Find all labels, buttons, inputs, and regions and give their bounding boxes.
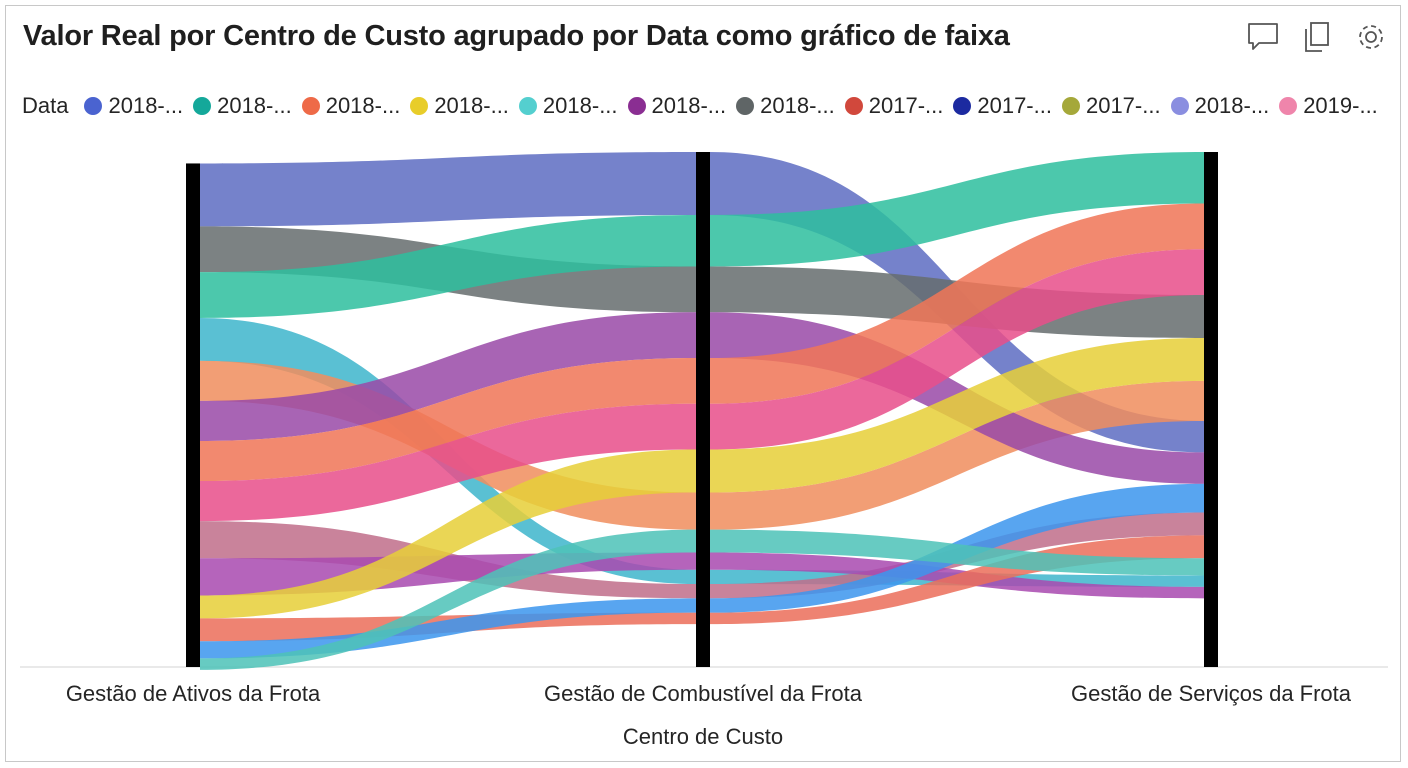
legend-label: 2018-... bbox=[651, 93, 727, 118]
ribbon-band[interactable] bbox=[200, 358, 696, 482]
ribbon-band[interactable] bbox=[710, 380, 1204, 530]
legend-swatch bbox=[410, 97, 429, 115]
category-column[interactable] bbox=[186, 163, 200, 667]
legend-item[interactable]: 2018-... bbox=[1170, 93, 1270, 119]
ribbon-band[interactable] bbox=[200, 598, 696, 659]
ribbon-band[interactable] bbox=[710, 337, 1204, 493]
legend-swatch bbox=[1061, 97, 1080, 115]
legend-label: 2017-... bbox=[1085, 93, 1161, 118]
ribbon-band[interactable] bbox=[710, 249, 1204, 450]
legend-item[interactable]: 2017-... bbox=[953, 93, 1052, 119]
ribbon-band[interactable] bbox=[200, 152, 696, 227]
legend-label: 2017-... bbox=[868, 93, 944, 118]
legend-label: 2018-... bbox=[434, 93, 509, 118]
legend-label: 2018-... bbox=[542, 93, 618, 118]
legend-swatch bbox=[84, 97, 103, 115]
legend-item[interactable]: 2018-... bbox=[518, 93, 618, 119]
category-column[interactable] bbox=[1204, 152, 1218, 667]
ribbon-band[interactable] bbox=[200, 529, 696, 670]
legend: Data 2018-... 2018-... 2018-... 2018-... 201… bbox=[22, 92, 1388, 120]
legend-label: 2018-... bbox=[760, 93, 835, 118]
legend-label: 2018-... bbox=[108, 93, 184, 118]
legend-item[interactable]: 2018-... bbox=[84, 93, 183, 119]
legend-swatch bbox=[953, 97, 972, 115]
legend-item[interactable]: 2018-... bbox=[627, 93, 727, 119]
visual-toolbar bbox=[1246, 20, 1388, 54]
legend-item[interactable]: 2019-... bbox=[1279, 93, 1378, 119]
legend-label: 2017-... bbox=[977, 93, 1052, 118]
x-tick-label: Gestão de Combustível da Frota bbox=[544, 681, 863, 706]
copy-icon[interactable] bbox=[1300, 20, 1334, 54]
ribbon-band[interactable] bbox=[200, 214, 696, 318]
legend-item[interactable]: 2018-... bbox=[736, 93, 835, 119]
ribbon-band[interactable] bbox=[200, 312, 696, 441]
legend-item[interactable]: 2018-... bbox=[301, 93, 401, 119]
x-tick-label: Gestão de Serviços da Frota bbox=[1071, 681, 1352, 706]
comment-icon[interactable] bbox=[1246, 20, 1280, 54]
x-axis-title: Centro de Custo bbox=[623, 724, 783, 749]
legend-swatch bbox=[1279, 97, 1298, 115]
chart-title: Valor Real por Centro de Custo agrupado … bbox=[23, 20, 1010, 52]
legend-swatch bbox=[518, 97, 537, 115]
legend-label: 2019-... bbox=[1303, 93, 1378, 118]
legend-item[interactable]: 2017-... bbox=[844, 93, 944, 119]
legend-item[interactable]: 2018-... bbox=[193, 93, 292, 119]
legend-title: Data bbox=[22, 93, 69, 118]
legend-swatch bbox=[627, 97, 646, 115]
category-column[interactable] bbox=[696, 152, 710, 667]
legend-swatch bbox=[844, 97, 863, 115]
gear-icon[interactable] bbox=[1354, 20, 1388, 54]
legend-swatch bbox=[1170, 97, 1189, 115]
legend-label: 2018-... bbox=[325, 93, 401, 118]
legend-item[interactable]: 2017-... bbox=[1061, 93, 1161, 119]
legend-swatch bbox=[736, 97, 755, 115]
ribbon-band[interactable] bbox=[200, 403, 696, 522]
ribbon-band[interactable] bbox=[200, 449, 696, 619]
legend-swatch bbox=[301, 97, 320, 115]
legend-label: 2018-... bbox=[217, 93, 292, 118]
legend-item[interactable]: 2018-... bbox=[410, 93, 509, 119]
legend-swatch bbox=[193, 97, 212, 115]
x-tick-label: Gestão de Ativos da Frota bbox=[66, 681, 321, 706]
ribbon-band[interactable] bbox=[710, 152, 1204, 267]
ribbon-band[interactable] bbox=[710, 529, 1204, 576]
ribbon-band[interactable] bbox=[710, 203, 1204, 404]
legend-label: 2018-... bbox=[1194, 93, 1270, 118]
